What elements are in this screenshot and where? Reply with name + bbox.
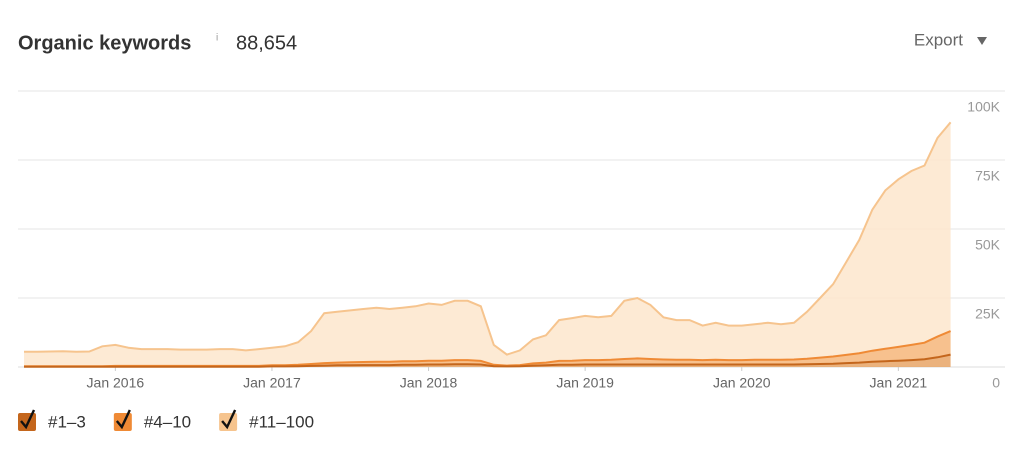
- legend-label: #1–3: [48, 412, 86, 431]
- legend-item[interactable]: #1–3: [18, 409, 86, 431]
- series-area: [24, 122, 951, 367]
- series-line: [24, 121, 952, 356]
- x-tick-label: Jan 2019: [556, 375, 614, 391]
- y-tick-label: 75K: [975, 168, 1001, 184]
- legend-check: [221, 409, 237, 430]
- legend-item[interactable]: #11–100: [219, 409, 314, 431]
- x-tick-label: Jan 2018: [400, 375, 458, 391]
- y-tick-label: 50K: [975, 237, 1001, 253]
- info-icon[interactable]: i: [216, 33, 218, 44]
- export-button[interactable]: Export: [914, 30, 963, 49]
- series-area: [24, 354, 951, 367]
- x-tick-label: Jan 2021: [870, 375, 928, 391]
- widget-title: Organic keywords: [18, 32, 191, 54]
- legend-check: [20, 409, 36, 430]
- x-tick-label: Jan 2016: [87, 375, 145, 391]
- series-line: [24, 353, 951, 368]
- legend-label: #4–10: [144, 412, 191, 431]
- export-arrow[interactable]: [977, 37, 987, 45]
- legend-check: [115, 409, 131, 430]
- y-tick-label: 25K: [975, 306, 1001, 322]
- legend-item[interactable]: #4–10: [113, 409, 191, 431]
- x-tick-label: Jan 2017: [243, 375, 301, 391]
- x-tick-label: Jan 2020: [713, 375, 771, 391]
- y-tick-label: 100K: [967, 99, 1000, 115]
- total-count: 88,654: [236, 32, 297, 54]
- legend-label: #11–100: [249, 412, 314, 431]
- y-tick-label: 0: [992, 375, 1000, 391]
